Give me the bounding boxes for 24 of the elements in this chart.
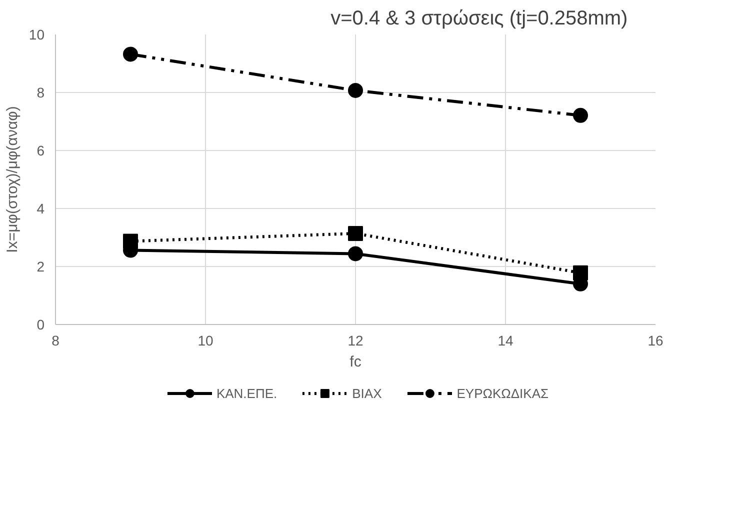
point [573, 265, 588, 280]
x-tick-label: 10 [198, 332, 214, 348]
y-axis-title: Ix=μφ(στοχ)/μφ(αναφ) [4, 106, 21, 253]
y-tick-label: 4 [36, 200, 45, 216]
point [123, 234, 138, 249]
point [348, 246, 363, 262]
x-axis-title: fc [350, 354, 362, 370]
point [573, 108, 588, 123]
point [123, 46, 138, 62]
y-tick-label: 0 [36, 316, 45, 332]
y-tick-label: 2 [36, 258, 45, 274]
legend-label: ΕΥΡΩΚΩΔΙΚΑΣ [456, 386, 549, 400]
x-tick-label: 14 [498, 332, 514, 348]
y-tick-label: 6 [36, 142, 45, 158]
x-tick-label: 16 [648, 332, 664, 348]
point [348, 226, 363, 241]
legend-label: ΚΑΝ.ΕΠΕ. [216, 386, 278, 400]
y-tick-label: 10 [28, 26, 45, 42]
legend-label: ΒΙΑΧ [352, 386, 382, 400]
chart-title: v=0.4 & 3 στρώσεις (tj=0.258mm) [330, 8, 628, 30]
x-tick-label: 8 [52, 332, 60, 348]
x-tick-label: 12 [348, 332, 364, 348]
point [348, 82, 363, 98]
y-tick-label: 8 [36, 84, 45, 100]
